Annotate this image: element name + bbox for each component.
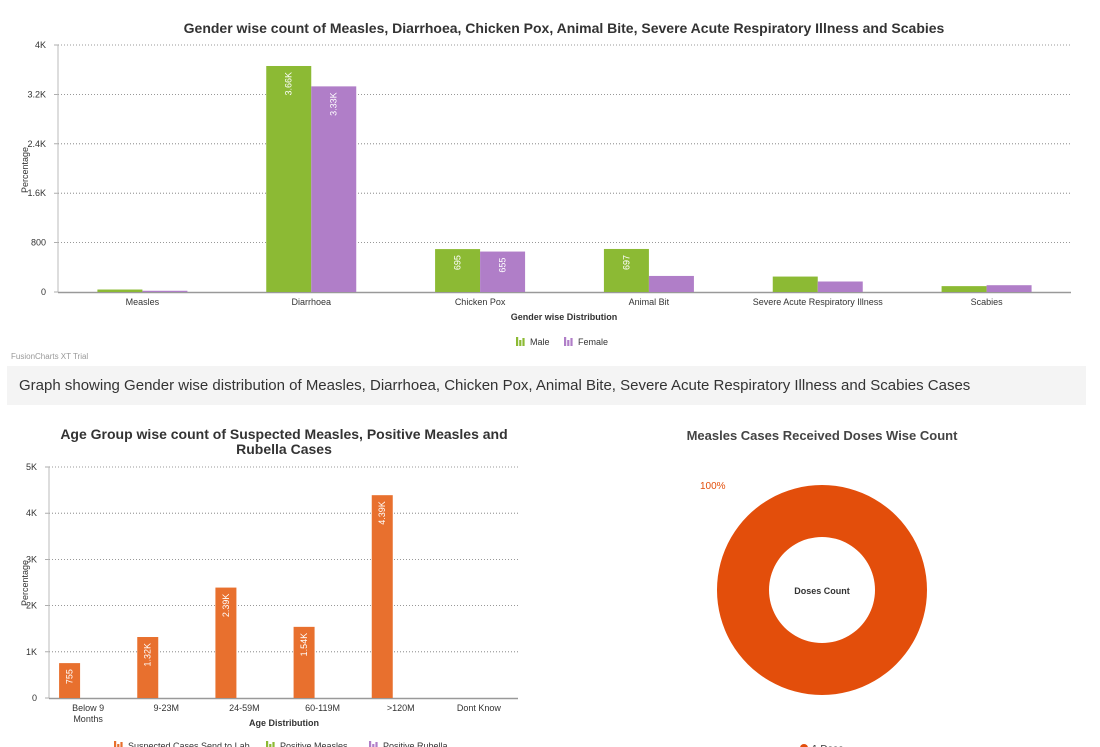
legend-item[interactable]: Female	[564, 337, 608, 347]
bar-female[interactable]	[480, 251, 526, 292]
data-label: 3.33K	[329, 92, 339, 116]
y-tick-label: 5K	[26, 462, 37, 472]
x-tick-label: 9-23M	[153, 703, 179, 713]
trial-watermark: FusionCharts XT Trial	[11, 352, 89, 361]
legend-icon	[570, 338, 573, 346]
y-tick-label: 2K	[26, 601, 37, 611]
bar-male[interactable]	[266, 65, 312, 293]
legend-item[interactable]: 1 Dose	[800, 744, 844, 747]
data-label: 2.39K	[221, 594, 231, 618]
y-tick-label: 3.2K	[27, 89, 46, 99]
x-tick-label: Scabies	[971, 297, 1004, 307]
y-axis-label: Percentage	[20, 560, 30, 606]
data-label: 1.32K	[143, 643, 153, 667]
doses-doughnut-chart: Measles Cases Received Doses Wise Count …	[687, 428, 959, 747]
bar-male[interactable]	[97, 289, 143, 292]
bar-male[interactable]	[772, 276, 818, 292]
chart-title-line-1: Age Group wise count of Suspected Measle…	[60, 426, 507, 442]
y-tick-label: 3K	[26, 554, 37, 564]
legend-icon	[372, 744, 375, 747]
x-tick-label: >120M	[387, 703, 415, 713]
x-tick-label: Measles	[126, 297, 160, 307]
data-label: 695	[453, 255, 463, 270]
legend-icon	[522, 338, 525, 346]
legend-icon	[117, 744, 120, 747]
bar-female[interactable]	[986, 285, 1032, 292]
legend-icon	[120, 742, 123, 747]
legend-icon	[272, 742, 275, 747]
bar-female[interactable]	[142, 290, 188, 292]
y-tick-label: 4K	[35, 40, 46, 50]
y-tick-label: 4K	[26, 508, 37, 518]
chart-caption: Graph showing Gender wise distribution o…	[19, 377, 971, 394]
y-tick-label: 0	[41, 287, 46, 297]
bar-suspected-cases-send-to-lab[interactable]	[215, 587, 237, 698]
legend-label: Suspected Cases Send to Lab	[128, 741, 250, 747]
chart-caption-box: Graph showing Gender wise distribution o…	[7, 366, 1086, 405]
bar-male[interactable]	[603, 248, 649, 292]
legend-item[interactable]: Positive Measles	[266, 741, 348, 747]
legend-label: Female	[578, 337, 608, 347]
x-tick-label: 60-119M	[305, 703, 340, 713]
x-tick-label: Months	[73, 714, 103, 724]
data-label: 655	[498, 258, 508, 273]
legend-icon	[800, 744, 808, 747]
gender-distribution-chart: Gender wise count of Measles, Diarrhoea,…	[20, 20, 1071, 347]
bar-suspected-cases-send-to-lab[interactable]	[59, 663, 81, 698]
legend-icon	[114, 741, 117, 747]
chart-title-line-2: Rubella Cases	[236, 441, 332, 457]
doughnut-center-label: Doses Count	[794, 586, 850, 596]
legend-icon	[266, 741, 269, 747]
x-tick-label: Chicken Pox	[455, 297, 506, 307]
chart-title: Gender wise count of Measles, Diarrhoea,…	[184, 20, 945, 36]
slice-percent-label: 100%	[700, 481, 726, 492]
y-axis-label: Percentage	[20, 147, 30, 193]
legend-item[interactable]: Positive Rubella	[369, 741, 448, 747]
y-tick-label: 2.4K	[27, 139, 46, 149]
x-tick-label: Below 9	[72, 703, 104, 713]
bar-male[interactable]	[941, 286, 987, 292]
legend-label: Positive Rubella	[383, 741, 448, 747]
legend-label: 1 Dose	[812, 744, 844, 747]
legend-icon	[369, 741, 372, 747]
legend-icon	[375, 742, 378, 747]
bar-suspected-cases-send-to-lab[interactable]	[137, 637, 159, 698]
legend-icon	[567, 340, 570, 346]
legend-label: Positive Measles	[280, 741, 348, 747]
bar-suspected-cases-send-to-lab[interactable]	[371, 495, 393, 698]
legend-icon	[564, 337, 567, 346]
bar-female[interactable]	[648, 275, 694, 292]
data-label: 697	[621, 255, 631, 270]
y-tick-label: 0	[32, 693, 37, 703]
chart-title: Measles Cases Received Doses Wise Count	[687, 428, 959, 443]
legend-label: Male	[530, 337, 550, 347]
x-axis-label: Age Distribution	[249, 718, 319, 728]
x-tick-label: Dont Know	[457, 703, 502, 713]
legend-icon	[269, 744, 272, 747]
data-label: 755	[65, 669, 75, 684]
doughnut-slice[interactable]	[716, 485, 927, 695]
legend-icon	[519, 340, 522, 346]
legend-item[interactable]: Suspected Cases Send to Lab	[114, 741, 250, 747]
data-label: 4.39K	[377, 501, 387, 525]
bar-female[interactable]	[817, 281, 863, 292]
age-group-chart: Age Group wise count of Suspected Measle…	[20, 426, 518, 747]
x-tick-label: Severe Acute Respiratory Illness	[753, 297, 884, 307]
data-label: 3.66K	[284, 72, 294, 96]
y-tick-label: 1K	[26, 647, 37, 657]
bar-male[interactable]	[435, 249, 481, 292]
x-tick-label: Diarrhoea	[291, 297, 331, 307]
x-tick-label: 24-59M	[229, 703, 260, 713]
bar-suspected-cases-send-to-lab[interactable]	[293, 626, 315, 698]
y-tick-label: 1.6K	[27, 188, 46, 198]
x-axis-label: Gender wise Distribution	[511, 312, 618, 322]
x-tick-label: Animal Bit	[629, 297, 670, 307]
y-tick-label: 800	[31, 238, 46, 248]
bar-female[interactable]	[311, 86, 357, 292]
legend-item[interactable]: Male	[516, 337, 550, 347]
data-label: 1.54K	[299, 633, 309, 657]
legend-icon	[516, 337, 519, 346]
